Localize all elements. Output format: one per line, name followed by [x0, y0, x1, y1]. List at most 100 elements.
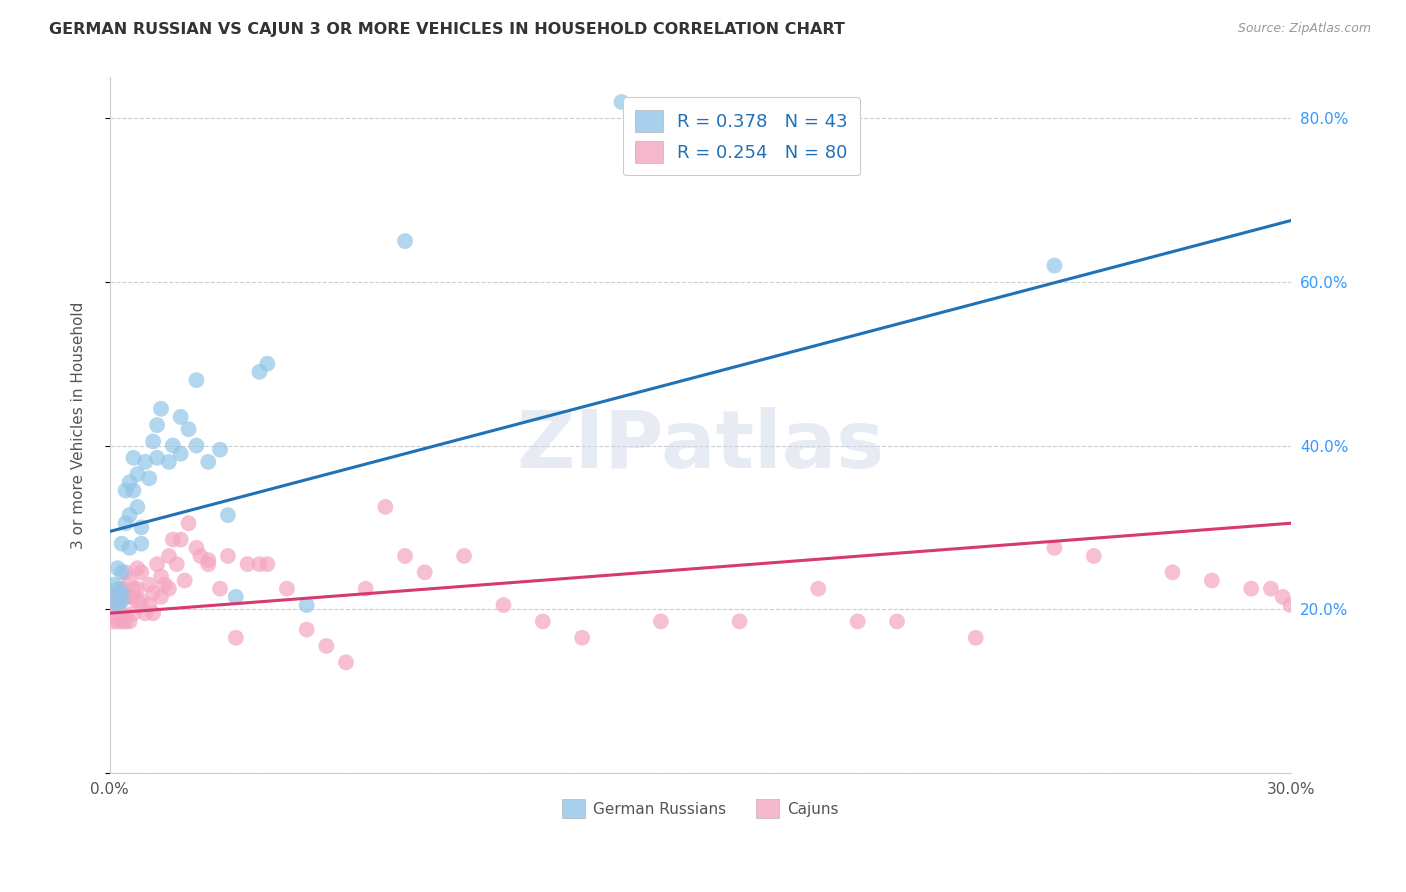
Point	[209, 442, 232, 457]
Point	[138, 471, 160, 485]
Point	[531, 615, 554, 629]
Point	[103, 577, 125, 591]
Point	[103, 598, 125, 612]
Point	[197, 455, 219, 469]
Point	[225, 631, 247, 645]
Point	[107, 586, 129, 600]
Point	[103, 606, 125, 620]
Point	[1271, 590, 1294, 604]
Point	[650, 615, 672, 629]
Point	[134, 455, 156, 469]
Point	[256, 357, 278, 371]
Point	[394, 234, 416, 248]
Point	[394, 549, 416, 563]
Point	[111, 594, 134, 608]
Point	[127, 561, 149, 575]
Point	[150, 401, 173, 416]
Point	[111, 582, 134, 596]
Point	[236, 557, 259, 571]
Point	[118, 574, 141, 588]
Point	[118, 541, 141, 555]
Point	[413, 566, 436, 580]
Point	[886, 615, 908, 629]
Point	[142, 434, 165, 449]
Point	[142, 586, 165, 600]
Point	[1043, 259, 1066, 273]
Point	[111, 537, 134, 551]
Point	[138, 598, 160, 612]
Point	[186, 438, 208, 452]
Point	[225, 590, 247, 604]
Point	[107, 561, 129, 575]
Point	[114, 615, 136, 629]
Point	[1083, 549, 1105, 563]
Point	[249, 557, 271, 571]
Point	[315, 639, 337, 653]
Point	[150, 569, 173, 583]
Point	[153, 577, 176, 591]
Point	[1358, 606, 1381, 620]
Point	[107, 615, 129, 629]
Point	[209, 582, 232, 596]
Point	[103, 615, 125, 629]
Point	[170, 533, 193, 547]
Point	[249, 365, 271, 379]
Point	[846, 615, 869, 629]
Point	[197, 557, 219, 571]
Point	[122, 483, 145, 498]
Point	[131, 537, 153, 551]
Point	[146, 418, 169, 433]
Point	[190, 549, 212, 563]
Point	[186, 373, 208, 387]
Point	[217, 508, 239, 522]
Point	[170, 447, 193, 461]
Point	[166, 557, 188, 571]
Point	[118, 508, 141, 522]
Point	[103, 590, 125, 604]
Point	[256, 557, 278, 571]
Point	[127, 467, 149, 482]
Text: GERMAN RUSSIAN VS CAJUN 3 OR MORE VEHICLES IN HOUSEHOLD CORRELATION CHART: GERMAN RUSSIAN VS CAJUN 3 OR MORE VEHICL…	[49, 22, 845, 37]
Point	[142, 606, 165, 620]
Point	[197, 553, 219, 567]
Point	[122, 450, 145, 465]
Point	[122, 590, 145, 604]
Point	[114, 483, 136, 498]
Point	[118, 475, 141, 490]
Point	[157, 582, 180, 596]
Point	[111, 586, 134, 600]
Point	[217, 549, 239, 563]
Text: Source: ZipAtlas.com: Source: ZipAtlas.com	[1237, 22, 1371, 36]
Point	[354, 582, 377, 596]
Point	[1398, 610, 1406, 624]
Point	[127, 594, 149, 608]
Point	[131, 566, 153, 580]
Point	[111, 590, 134, 604]
Point	[335, 655, 357, 669]
Point	[728, 615, 751, 629]
Point	[111, 566, 134, 580]
Point	[162, 533, 184, 547]
Point	[1201, 574, 1223, 588]
Point	[107, 590, 129, 604]
Text: ZIPatlas: ZIPatlas	[516, 407, 884, 485]
Point	[1240, 582, 1263, 596]
Point	[453, 549, 475, 563]
Point	[571, 631, 593, 645]
Point	[131, 520, 153, 534]
Point	[107, 582, 129, 596]
Point	[177, 516, 200, 531]
Point	[146, 450, 169, 465]
Point	[610, 95, 633, 109]
Point	[114, 566, 136, 580]
Point	[131, 594, 153, 608]
Point	[807, 582, 830, 596]
Point	[1279, 598, 1302, 612]
Point	[170, 409, 193, 424]
Point	[173, 574, 195, 588]
Point	[111, 615, 134, 629]
Point	[1161, 566, 1184, 580]
Point	[114, 516, 136, 531]
Point	[107, 598, 129, 612]
Point	[295, 598, 318, 612]
